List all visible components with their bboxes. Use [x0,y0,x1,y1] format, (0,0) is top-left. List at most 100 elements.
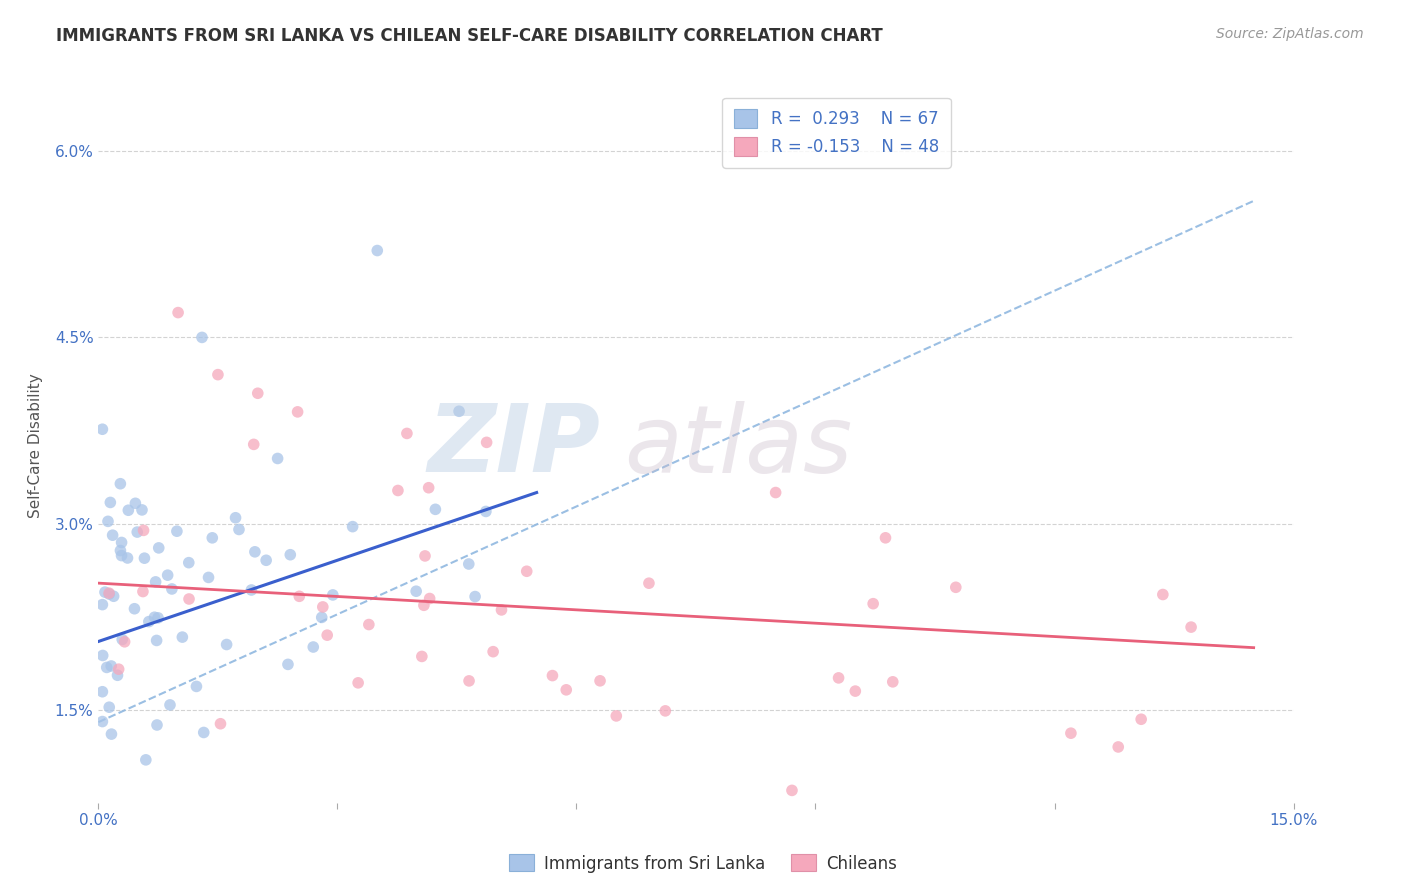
Point [254,553,277,567]
Point [110,535,132,549]
Point [91,714,114,729]
Point [844,684,866,698]
Point [412,599,434,613]
Point [98,586,121,600]
Point [1107,739,1129,754]
Point [342,519,364,533]
Point [1152,587,1174,601]
Point [882,674,904,689]
Point [117,503,139,517]
Point [107,662,129,676]
Point [278,548,301,562]
Point [132,524,155,538]
Point [780,783,803,797]
Point [243,545,266,559]
Point [91,598,114,612]
Point [555,682,578,697]
Point [413,549,436,563]
Text: ZIP: ZIP [427,400,600,492]
Point [277,657,299,672]
Point [215,638,238,652]
Point [145,574,167,589]
Point [945,580,967,594]
Point [127,524,149,539]
Point [96,660,118,674]
Point [138,615,160,629]
Point [246,386,269,401]
Point [458,673,481,688]
Point [322,588,344,602]
Point [177,556,200,570]
Legend: Immigrants from Sri Lanka, Chileans: Immigrants from Sri Lanka, Chileans [503,847,903,880]
Point [225,510,247,524]
Point [160,582,183,596]
Point [110,543,132,558]
Point [111,632,134,647]
Point [464,590,486,604]
Point [114,635,136,649]
Point [101,528,124,542]
Point [228,523,250,537]
Point [186,680,208,694]
Point [1130,712,1153,726]
Point [98,700,121,714]
Point [132,584,155,599]
Point [419,591,441,606]
Point [541,668,564,682]
Point [457,557,479,571]
Point [103,589,125,603]
Point [193,725,215,739]
Point [98,495,121,509]
Point [166,524,188,539]
Point [94,585,117,599]
Point [654,704,676,718]
Point [347,676,370,690]
Point [209,716,232,731]
Point [395,426,418,441]
Point [357,617,380,632]
Point [143,610,166,624]
Text: atlas: atlas [624,401,852,491]
Point [134,551,156,566]
Point [145,633,167,648]
Point [311,610,333,624]
Point [605,709,627,723]
Point [589,673,612,688]
Point [240,582,263,597]
Point [135,753,157,767]
Point [366,244,388,258]
Point [107,668,129,682]
Point [638,576,661,591]
Point [110,476,132,491]
Point [177,592,200,607]
Point [201,531,224,545]
Point [312,599,335,614]
Point [482,645,505,659]
Point [1060,726,1083,740]
Point [91,684,114,698]
Point [167,305,190,319]
Point [242,437,264,451]
Point [475,435,498,450]
Point [449,404,471,418]
Text: Self-Care Disability: Self-Care Disability [28,374,42,518]
Point [288,590,311,604]
Point [117,551,139,566]
Point [1180,620,1202,634]
Point [159,698,181,712]
Point [316,628,339,642]
Point [516,564,538,578]
Point [100,659,122,673]
Point [827,671,849,685]
Point [91,648,114,663]
Point [100,727,122,741]
Text: Source: ZipAtlas.com: Source: ZipAtlas.com [1216,27,1364,41]
Point [302,640,325,654]
Point [172,630,194,644]
Point [405,584,427,599]
Point [191,330,214,344]
Point [110,549,132,563]
Point [418,481,440,495]
Point [156,568,179,582]
Point [266,451,288,466]
